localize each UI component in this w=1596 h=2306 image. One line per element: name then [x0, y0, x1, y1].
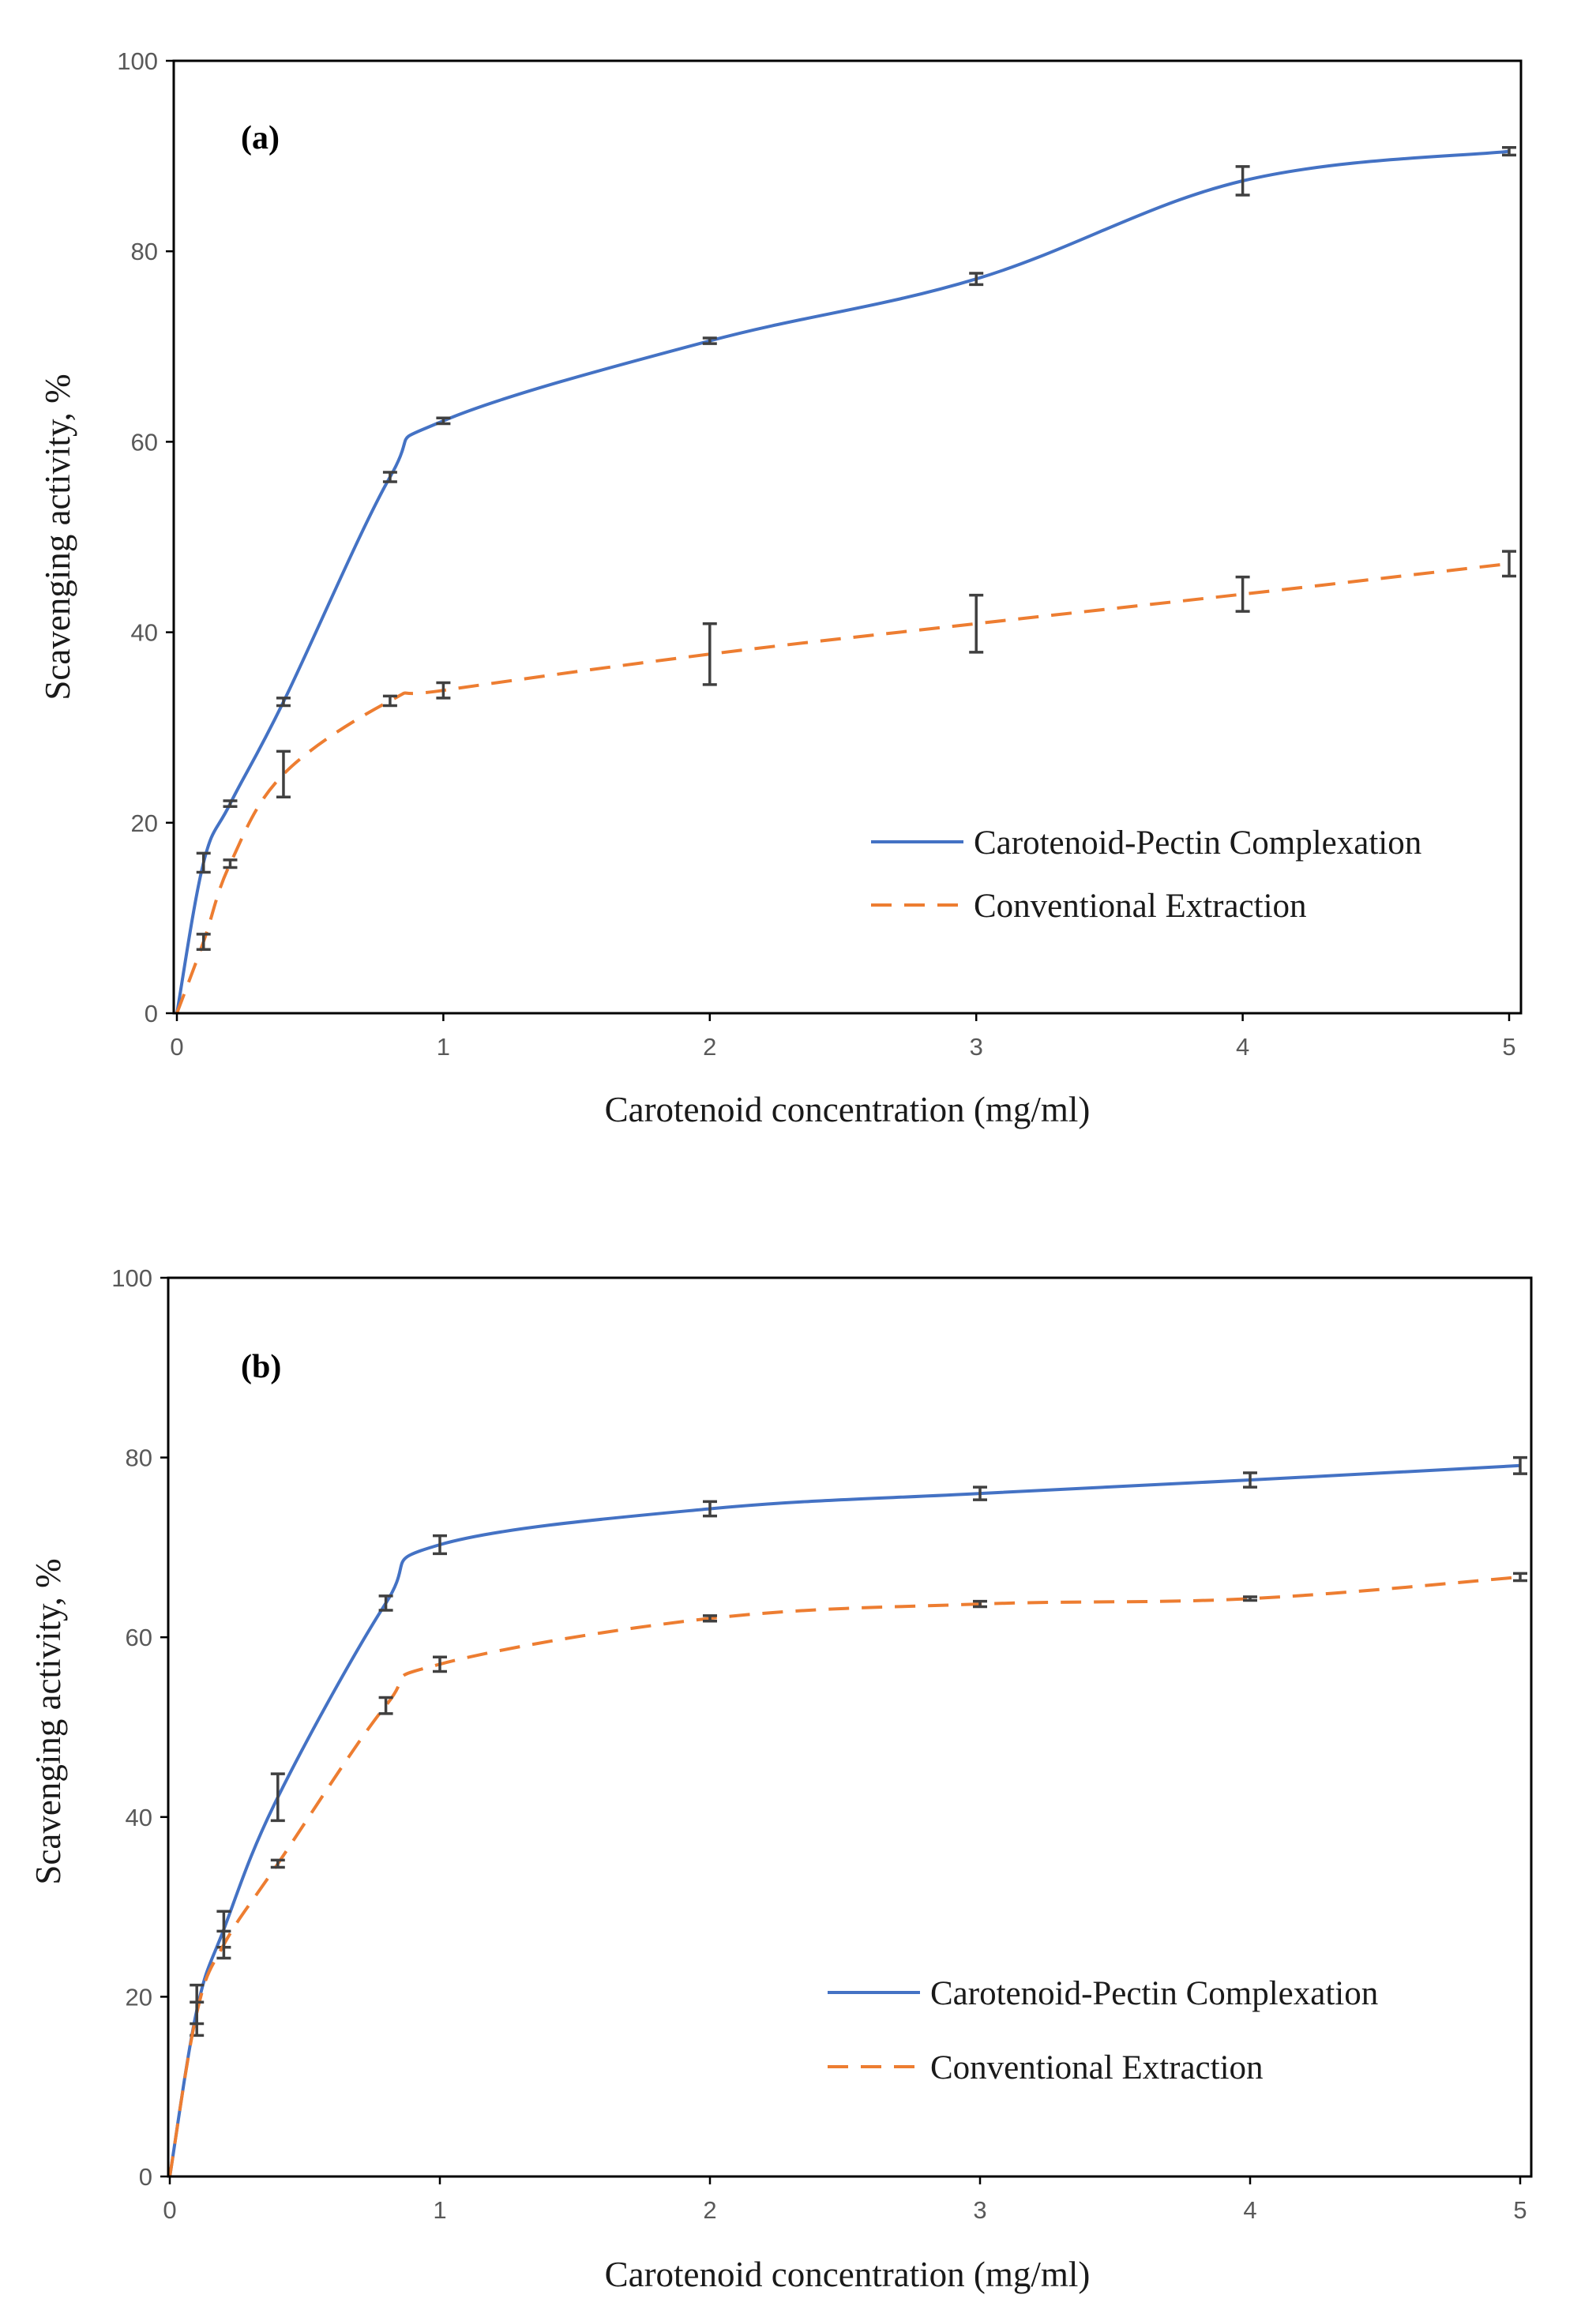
panel-a-x-tick-label: 1 — [437, 1033, 450, 1061]
panel-b-line-complexation — [168, 1463, 1521, 2177]
panel-b-error-bar-complexation — [1513, 1455, 1527, 1475]
panel-a-y-tick-label: 60 — [131, 428, 158, 456]
panel-b-legend: Carotenoid-Pectin Complexation Conventio… — [828, 1975, 1378, 2086]
panel-b-x-tick-label: 4 — [1243, 2196, 1256, 2224]
panel-b-error-bar-conventional — [378, 1696, 393, 1715]
panel-b-error-bar-conventional — [1243, 1595, 1257, 1602]
panel-a-error-bar-conventional — [1502, 550, 1516, 578]
panel-a-error-bar-conventional — [1235, 575, 1250, 613]
panel-b-series — [168, 1455, 1527, 2177]
panel-b-y-tick-label: 20 — [126, 1983, 152, 2011]
panel-b-error-bar-conventional — [270, 1858, 285, 1869]
panel-a-error-bar-complexation — [223, 799, 238, 809]
panel-a-error-bar-conventional — [276, 749, 291, 798]
panel-a-x-tick-label: 5 — [1502, 1033, 1515, 1061]
panel-b-x-tick-label: 0 — [163, 2196, 176, 2224]
panel-a-x-axis-title: Carotenoid concentration (mg/ml) — [605, 1090, 1091, 1129]
panel-b-y-tick-label: 80 — [126, 1444, 152, 1472]
panel-b-x-ticks: 0 1 2 3 4 5 — [163, 2176, 1527, 2224]
panel-b-error-bar-complexation — [973, 1485, 987, 1501]
panel-a-error-bar-complexation — [436, 416, 451, 426]
panel-b-error-bar-complexation — [1243, 1471, 1257, 1489]
panel-a-error-bar-complexation — [196, 851, 211, 874]
panel-a-y-tick-label: 0 — [145, 1000, 158, 1027]
panel-a-error-bar-complexation — [276, 697, 291, 708]
panel-a-plot-area — [172, 59, 1523, 1015]
panel-b-error-bar-conventional — [216, 1929, 231, 1960]
panel-a-y-tick-label: 80 — [131, 238, 158, 265]
panel-a-x-ticks: 0 1 2 3 4 5 — [170, 1013, 1516, 1061]
panel-b-error-bar-conventional — [703, 1614, 717, 1623]
panel-a-error-bar-conventional — [436, 681, 451, 700]
panel-a-error-bar-conventional — [196, 933, 211, 951]
panel-a-legend-label-complexation: Carotenoid-Pectin Complexation — [974, 824, 1421, 862]
panel-a-x-tick-label: 4 — [1236, 1033, 1249, 1061]
panel-a-line-conventional — [175, 561, 1510, 1014]
panel-b-x-tick-label: 1 — [433, 2196, 446, 2224]
panel-a-error-bar-complexation — [702, 336, 717, 345]
panel-b-legend-label-conventional: Conventional Extraction — [930, 2049, 1264, 2086]
panel-b: 0 1 2 3 4 5 0 20 40 60 80 100 (b) Carotenoid conce… — [28, 1264, 1533, 2294]
panel-a-error-bar-conventional — [223, 858, 238, 869]
panel-b-error-bar-conventional — [973, 1599, 987, 1609]
panel-b-y-axis-title: Scavenging activity, % — [28, 1558, 68, 1884]
panel-a-x-tick-label: 3 — [970, 1033, 983, 1061]
panel-b-error-bar-complexation — [270, 1772, 285, 1823]
panel-b-error-bar-complexation — [378, 1594, 393, 1612]
panel-a-x-tick-label: 0 — [170, 1033, 183, 1061]
panel-b-y-tick-label: 40 — [126, 1804, 152, 1831]
panel-a-error-bar-complexation — [969, 272, 984, 287]
panel-b-legend-label-complexation: Carotenoid-Pectin Complexation — [930, 1975, 1378, 2012]
panel-b-error-bar-conventional — [433, 1655, 447, 1673]
panel-b-y-ticks: 0 20 40 60 80 100 — [111, 1264, 168, 2191]
panel-b-error-bar-conventional — [1513, 1572, 1527, 1583]
panel-a-y-tick-label: 20 — [131, 809, 158, 837]
panel-a-error-bar-complexation — [1235, 165, 1250, 197]
panel-a-x-tick-label: 2 — [703, 1033, 716, 1061]
panel-a-error-bar-conventional — [969, 593, 984, 654]
panel-b-y-tick-label: 0 — [139, 2163, 152, 2191]
panel-a-error-bar-complexation — [1502, 145, 1516, 157]
panel-a-y-tick-label: 100 — [117, 47, 158, 75]
panel-b-x-axis-title: Carotenoid concentration (mg/ml) — [605, 2255, 1091, 2294]
panel-b-plot-area — [167, 1276, 1533, 2178]
panel-b-error-bar-conventional — [190, 2000, 205, 2026]
panel-a-error-bar-conventional — [702, 622, 717, 686]
panel-b-y-tick-label: 60 — [126, 1624, 152, 1651]
panel-a-error-bar-complexation — [382, 471, 397, 483]
panel-a-y-tick-label: 40 — [131, 619, 158, 647]
panel-b-error-bar-complexation — [703, 1500, 717, 1518]
panel-b-error-bar-complexation — [433, 1534, 447, 1556]
panel-b-x-tick-label: 3 — [973, 2196, 986, 2224]
panel-a-y-ticks: 0 20 40 60 80 100 — [117, 47, 174, 1027]
panel-a-series — [175, 145, 1516, 1014]
panel-a-legend: Carotenoid-Pectin Complexation Conventio… — [871, 824, 1421, 925]
panel-b-y-tick-label: 100 — [111, 1264, 152, 1292]
panel-b-x-tick-label: 2 — [703, 2196, 716, 2224]
panel-a-y-axis-title: Scavenging activity, % — [38, 374, 77, 700]
panel-a: 0 1 2 3 4 5 0 20 40 60 80 100 (a) Carotenoid conce… — [38, 47, 1523, 1129]
panel-b-line-conventional — [168, 1576, 1521, 2177]
panel-a-label: (a) — [241, 120, 280, 156]
panel-a-legend-label-conventional: Conventional Extraction — [974, 888, 1307, 925]
panel-a-error-bar-conventional — [382, 694, 397, 708]
panel-b-x-tick-label: 5 — [1513, 2196, 1527, 2224]
panel-b-label: (b) — [241, 1349, 281, 1385]
